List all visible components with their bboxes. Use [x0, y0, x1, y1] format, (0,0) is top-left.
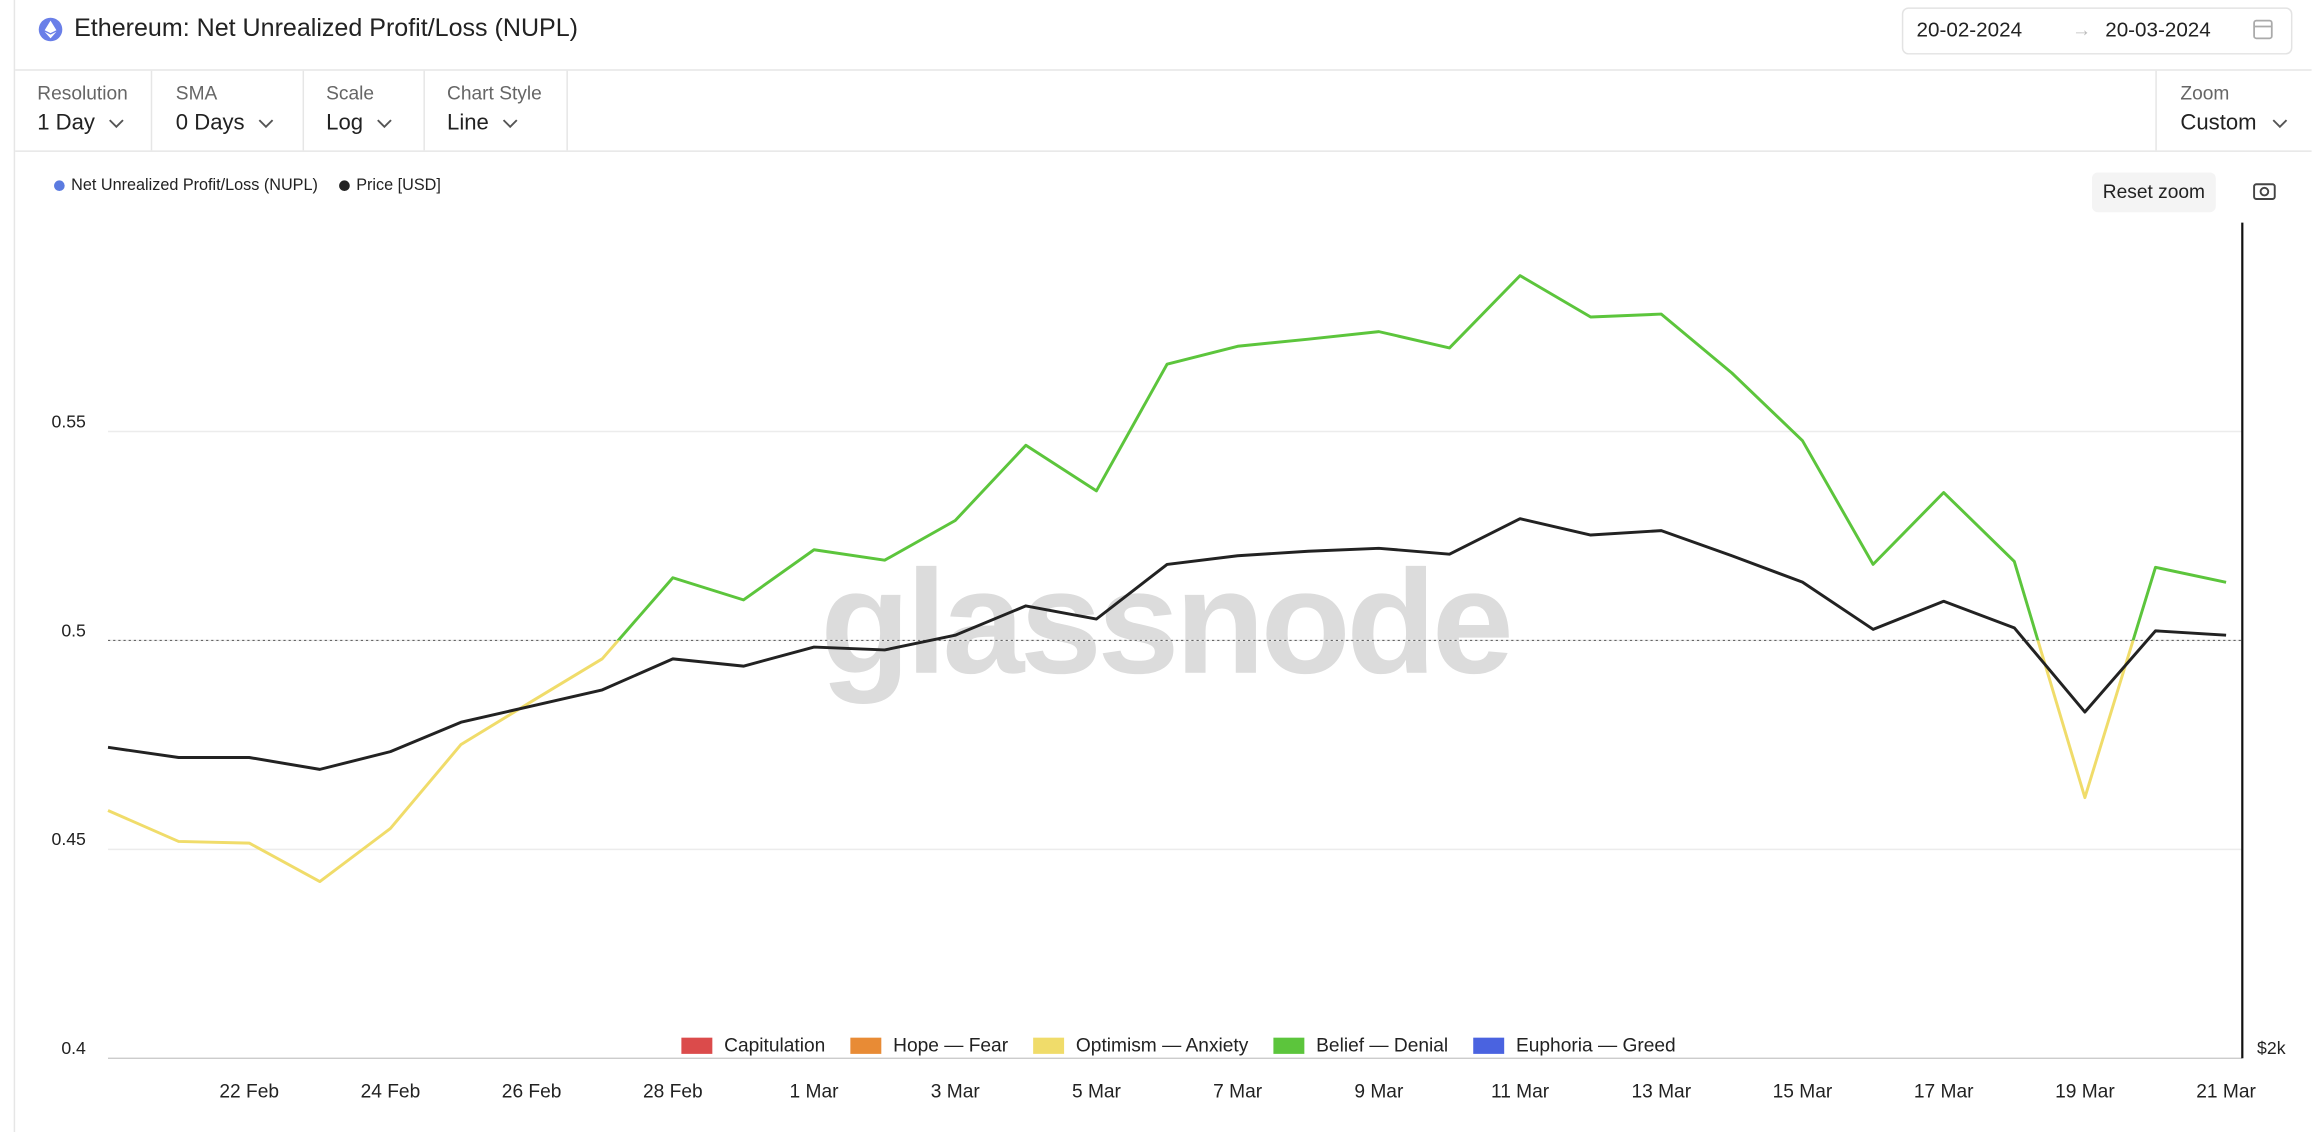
zone-swatch[interactable] — [1033, 1037, 1065, 1054]
y-tick-label: 0.55 — [52, 411, 87, 431]
y-tick-label: 0.5 — [61, 620, 86, 640]
x-tick-label: 11 Mar — [1491, 1081, 1550, 1102]
y-tick-label: 0.4 — [61, 1038, 86, 1058]
control-value[interactable]: 0 Days — [176, 110, 245, 135]
date-to[interactable]: 20-03-2024 — [2105, 18, 2211, 41]
x-tick-label: 3 Mar — [931, 1081, 981, 1102]
reset-zoom-label[interactable]: Reset zoom — [2103, 182, 2205, 203]
nupl-line — [107, 640, 2135, 884]
zone-label[interactable]: Optimism — Anxiety — [1076, 1036, 1249, 1057]
control-label[interactable]: SMA — [176, 83, 218, 104]
x-tick-label: 5 Mar — [1072, 1081, 1122, 1102]
legend-dot[interactable] — [54, 180, 65, 192]
chevron — [109, 119, 124, 129]
x-tick-label: 17 Mar — [1914, 1081, 1974, 1102]
nupl-line — [616, 274, 2227, 641]
control-value[interactable]: 1 Day — [37, 110, 95, 135]
x-tick-label: 19 Mar — [2055, 1081, 2115, 1102]
zone-swatch[interactable] — [1273, 1037, 1305, 1054]
x-tick-label: 28 Feb — [643, 1081, 703, 1102]
legend-label[interactable]: Net Unrealized Profit/Loss (NUPL) — [71, 176, 318, 194]
x-tick-label: 7 Mar — [1213, 1081, 1263, 1102]
x-tick-label: 13 Mar — [1631, 1081, 1691, 1102]
control-label[interactable]: Scale — [326, 83, 374, 104]
y2-tick-label: $2k — [2257, 1038, 2286, 1058]
date-arrow: → — [2072, 20, 2091, 41]
date-range[interactable] — [1901, 7, 2293, 55]
x-tick-label: 22 Feb — [219, 1081, 279, 1102]
chevron — [502, 119, 518, 129]
x-tick-label: 24 Feb — [361, 1081, 421, 1102]
date-from[interactable]: 20-02-2024 — [1917, 18, 2023, 41]
reset-zoom-button[interactable] — [2091, 172, 2216, 213]
control-label[interactable]: Resolution — [37, 83, 128, 104]
x-tick-label: 1 Mar — [790, 1081, 840, 1102]
y-tick-label: 0.45 — [52, 829, 87, 849]
watermark: glassnode — [820, 541, 1509, 705]
chevron — [258, 119, 274, 129]
zone-label[interactable]: Capitulation — [724, 1036, 825, 1057]
zone-label[interactable]: Euphoria — Greed — [1516, 1036, 1676, 1057]
control-value[interactable]: Line — [447, 110, 489, 135]
control-value[interactable]: Custom — [2180, 110, 2256, 135]
control-label[interactable]: Chart Style — [447, 83, 542, 104]
zone-label[interactable]: Belief — Denial — [1316, 1036, 1448, 1057]
camera-icon[interactable] — [2253, 183, 2276, 200]
chart-title: Ethereum: Net Unrealized Profit/Loss (NU… — [74, 14, 578, 42]
zone-swatch[interactable] — [850, 1037, 882, 1054]
control-label[interactable]: Zoom — [2180, 83, 2229, 104]
price-line — [107, 517, 2227, 771]
x-tick-label: 26 Feb — [502, 1081, 562, 1102]
calendar-icon[interactable] — [2253, 19, 2273, 40]
zone-label[interactable]: Hope — Fear — [893, 1036, 1009, 1057]
chevron — [2272, 119, 2288, 129]
chevron — [377, 119, 392, 129]
x-tick-label: 9 Mar — [1354, 1081, 1404, 1102]
x-tick-label: 15 Mar — [1773, 1081, 1833, 1102]
legend-dot[interactable] — [339, 180, 350, 192]
legend-label[interactable]: Price [USD] — [356, 176, 441, 194]
zone-swatch[interactable] — [681, 1037, 713, 1054]
eth-glyph — [44, 20, 57, 39]
zone-swatch[interactable] — [1473, 1037, 1505, 1054]
control-value[interactable]: Log — [326, 110, 363, 135]
x-tick-label: 21 Mar — [2196, 1081, 2256, 1102]
